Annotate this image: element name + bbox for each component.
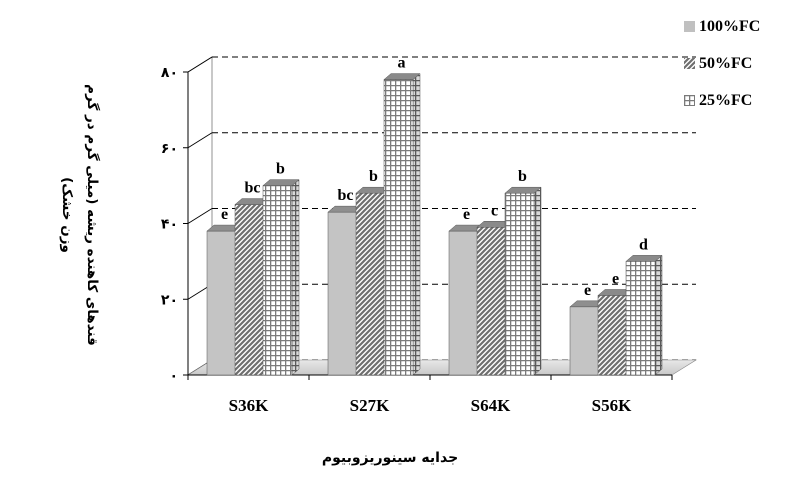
- bar-data-label: b: [369, 168, 378, 185]
- x-tick-label: S64K: [471, 396, 511, 415]
- bar-data-label: e: [221, 206, 228, 223]
- gridline-side: [187, 132, 213, 149]
- gridline-side: [187, 208, 213, 224]
- y-tick-label: ۰: [169, 368, 178, 384]
- bar-data-label: d: [639, 236, 648, 253]
- bar-data-label: bc: [245, 180, 261, 197]
- y-axis-title-text: قندهای کاهنده ریشه (میلی گرم در گرم وزن …: [54, 45, 104, 385]
- legend-swatch-diagonal-icon: [684, 58, 695, 69]
- bar: [262, 179, 300, 376]
- legend-item-25fc[interactable]: 25%FC: [684, 82, 790, 119]
- bar-data-label: e: [584, 282, 591, 299]
- legend-swatch-solid-icon: [684, 21, 695, 32]
- bar-data-label: c: [491, 202, 498, 219]
- bar-front: [355, 192, 386, 376]
- x-tick-label: S56K: [592, 396, 632, 415]
- legend-item-50fc[interactable]: 50%FC: [684, 45, 790, 82]
- bar-data-label: a: [398, 55, 406, 72]
- x-tick-label: S36K: [229, 396, 269, 415]
- bar-front: [206, 230, 237, 376]
- bar-side: [533, 186, 542, 376]
- x-axis-title: جدایه سینوریزوبیوم: [321, 450, 459, 466]
- legend-item-100fc[interactable]: 100%FC: [684, 8, 790, 45]
- legend-swatch-grid-icon: [684, 95, 695, 106]
- bar-data-label: bc: [338, 187, 354, 204]
- bar-front: [625, 261, 656, 376]
- bar-data-label: e: [463, 206, 470, 223]
- bar-data-label: b: [518, 168, 527, 185]
- bar-front: [597, 295, 628, 376]
- y-tick-label: ۸۰: [161, 65, 178, 81]
- bar-data-label: b: [276, 161, 285, 178]
- legend: 100%FC 50%FC 25%FC: [684, 8, 790, 119]
- bar-front: [262, 185, 293, 376]
- bar-front: [234, 204, 265, 376]
- bar-top: [383, 73, 421, 80]
- bar-side: [291, 179, 300, 376]
- gridline-side: [187, 56, 213, 73]
- bar-side: [412, 73, 421, 376]
- y-tick-label: ۴۰: [161, 217, 178, 233]
- y-axis-title-line1: قندهای کاهنده ریشه (میلی گرم در گرم: [84, 84, 100, 346]
- legend-label: 100%FC: [699, 17, 761, 35]
- bar-front: [383, 79, 414, 376]
- y-tick-label: ۶۰: [161, 141, 178, 157]
- bar: [625, 254, 663, 376]
- x-tick-label: S27K: [350, 396, 390, 415]
- bar: [504, 186, 542, 376]
- bar: [383, 73, 421, 376]
- bar-front: [327, 211, 358, 376]
- bar-front: [504, 192, 535, 376]
- bar-front: [569, 306, 600, 376]
- bar-front: [448, 230, 479, 376]
- bar-data-label: e: [612, 270, 619, 287]
- bar-top: [262, 179, 300, 186]
- bar-top: [625, 255, 663, 262]
- y-axis-title-line2: وزن خشک): [59, 177, 75, 253]
- bar-side: [654, 254, 663, 376]
- y-tick-label: ۲۰: [161, 292, 178, 308]
- bar-front: [476, 227, 507, 376]
- legend-label: 25%FC: [699, 91, 753, 109]
- legend-label: 50%FC: [699, 54, 753, 72]
- bar-top: [504, 186, 542, 194]
